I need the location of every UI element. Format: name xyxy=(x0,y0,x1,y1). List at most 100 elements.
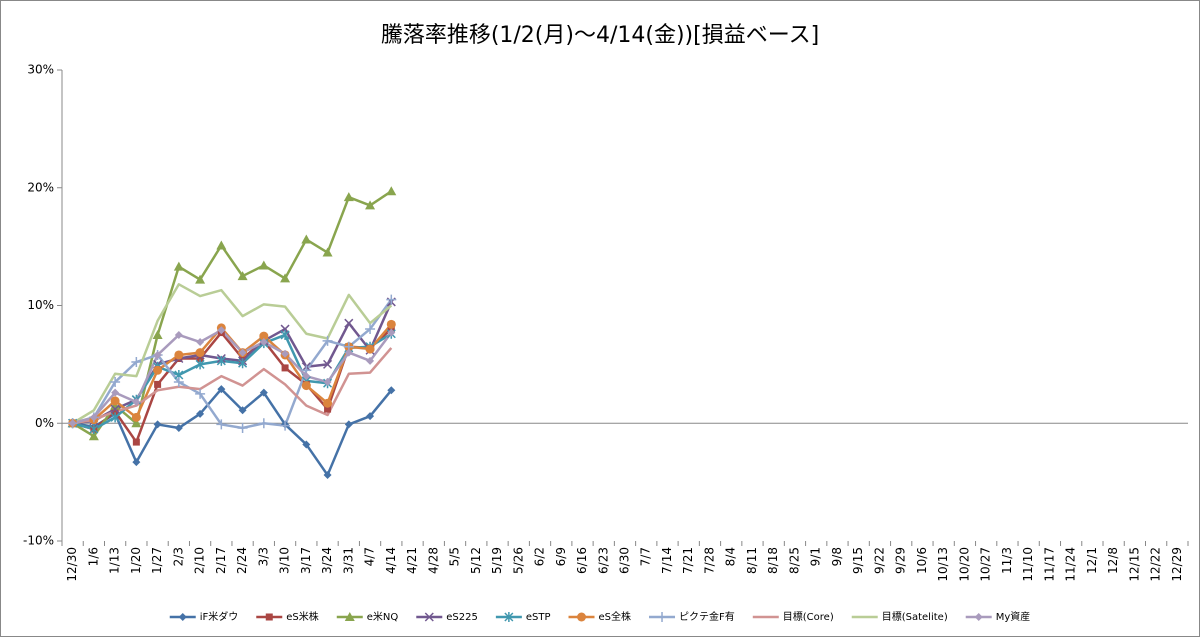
marker xyxy=(365,344,375,354)
series-line xyxy=(71,190,392,438)
x-tick-label: 1/27 xyxy=(150,547,164,574)
x-tick-label: 11/17 xyxy=(1042,547,1056,582)
marker xyxy=(217,385,226,394)
marker xyxy=(343,192,354,202)
marker xyxy=(174,330,183,339)
legend-label: eS225 xyxy=(446,612,478,623)
marker xyxy=(196,338,205,347)
marker xyxy=(281,349,290,358)
marker xyxy=(154,380,162,388)
series-line xyxy=(72,328,393,425)
marker xyxy=(110,412,120,423)
marker xyxy=(173,377,184,388)
legend-label: iF米ダウ xyxy=(200,610,239,623)
marker xyxy=(237,422,248,433)
marker xyxy=(152,329,163,339)
marker xyxy=(302,440,311,449)
x-tick-label: 5/12 xyxy=(469,547,483,574)
x-tick-label: 4/21 xyxy=(405,547,419,574)
marker xyxy=(259,388,268,397)
series-line xyxy=(72,347,393,425)
x-tick-label: 10/27 xyxy=(979,547,993,582)
series-line xyxy=(71,283,393,425)
legend-item: 目標(Core) xyxy=(752,610,834,623)
marker xyxy=(89,424,99,435)
x-tick-label: 12/30 xyxy=(65,547,79,582)
legend-item: eS全株 xyxy=(568,610,631,623)
marker xyxy=(195,388,206,399)
marker xyxy=(280,273,291,283)
legend-label: eSTP xyxy=(526,612,551,623)
marker xyxy=(280,329,290,340)
x-tick-label: 2/10 xyxy=(193,547,207,574)
series-line xyxy=(72,298,393,430)
legend-item: 目標(Satelite) xyxy=(851,610,948,623)
x-tick-label: 7/14 xyxy=(660,547,674,574)
marker xyxy=(366,412,375,421)
marker xyxy=(301,234,312,244)
marker xyxy=(258,260,269,270)
x-tick-label: 6/16 xyxy=(575,547,589,574)
x-tick-label: 5/19 xyxy=(490,547,504,574)
x-tick-label: 10/6 xyxy=(915,547,929,574)
marker xyxy=(131,357,142,368)
marker xyxy=(173,261,184,271)
marker xyxy=(323,359,333,369)
x-tick-label: 8/18 xyxy=(766,547,780,574)
marker xyxy=(387,386,396,395)
y-tick-label: -10% xyxy=(23,534,54,548)
x-tick-label: 12/29 xyxy=(1170,547,1184,582)
x-tick-label: 7/21 xyxy=(681,547,695,574)
y-tick-label: 30% xyxy=(27,63,54,77)
marker xyxy=(281,364,289,372)
y-tick-label: 20% xyxy=(27,180,54,194)
marker xyxy=(111,388,120,397)
marker xyxy=(178,613,187,621)
x-tick-label: 6/30 xyxy=(618,547,632,574)
marker xyxy=(504,612,514,622)
marker xyxy=(196,354,204,362)
marker xyxy=(323,471,332,480)
x-tick-label: 9/29 xyxy=(894,547,908,574)
marker xyxy=(237,271,248,281)
marker xyxy=(132,458,141,467)
legend: iF米ダウ eS米株 e米NQ eS225 eSTP eS全株 ピクテ金F有 目標(Core)… xyxy=(169,610,1030,623)
x-tick-label: 1/20 xyxy=(129,547,143,574)
x-tick-label: 5/26 xyxy=(511,547,525,574)
x-tick-label: 12/1 xyxy=(1085,547,1099,574)
marker xyxy=(259,338,268,347)
marker xyxy=(258,418,269,429)
marker xyxy=(238,348,247,357)
x-tick-label: 1/6 xyxy=(86,547,100,566)
marker xyxy=(386,294,397,305)
marker xyxy=(195,348,205,358)
x-tick-label: 3/10 xyxy=(278,547,292,574)
y-tick-label: 10% xyxy=(27,298,54,312)
legend-item: My資産 xyxy=(965,610,1030,623)
legend-item: iF米ダウ xyxy=(169,610,239,623)
x-tick-label: 1/13 xyxy=(108,547,122,574)
marker xyxy=(365,324,376,335)
x-tick-label: 4/14 xyxy=(384,547,398,574)
marker xyxy=(657,612,668,622)
x-tick-label: 2/3 xyxy=(171,547,185,566)
legend-item: ピクテ金F有 xyxy=(649,610,735,623)
marker xyxy=(217,326,226,335)
marker xyxy=(302,372,311,381)
legend-label: e米NQ xyxy=(367,610,399,623)
marker xyxy=(238,406,247,415)
marker xyxy=(344,348,353,357)
marker xyxy=(216,240,227,250)
marker xyxy=(174,423,183,432)
x-tick-label: 9/22 xyxy=(872,547,886,574)
x-tick-label: 3/31 xyxy=(341,547,355,574)
marker xyxy=(153,350,162,359)
marker xyxy=(110,396,120,406)
marker xyxy=(259,331,269,341)
legend-item: eS225 xyxy=(416,612,478,623)
marker xyxy=(88,431,99,441)
marker xyxy=(216,355,226,366)
x-tick-label: 8/11 xyxy=(745,547,759,574)
legend-label: eS米株 xyxy=(286,610,319,623)
